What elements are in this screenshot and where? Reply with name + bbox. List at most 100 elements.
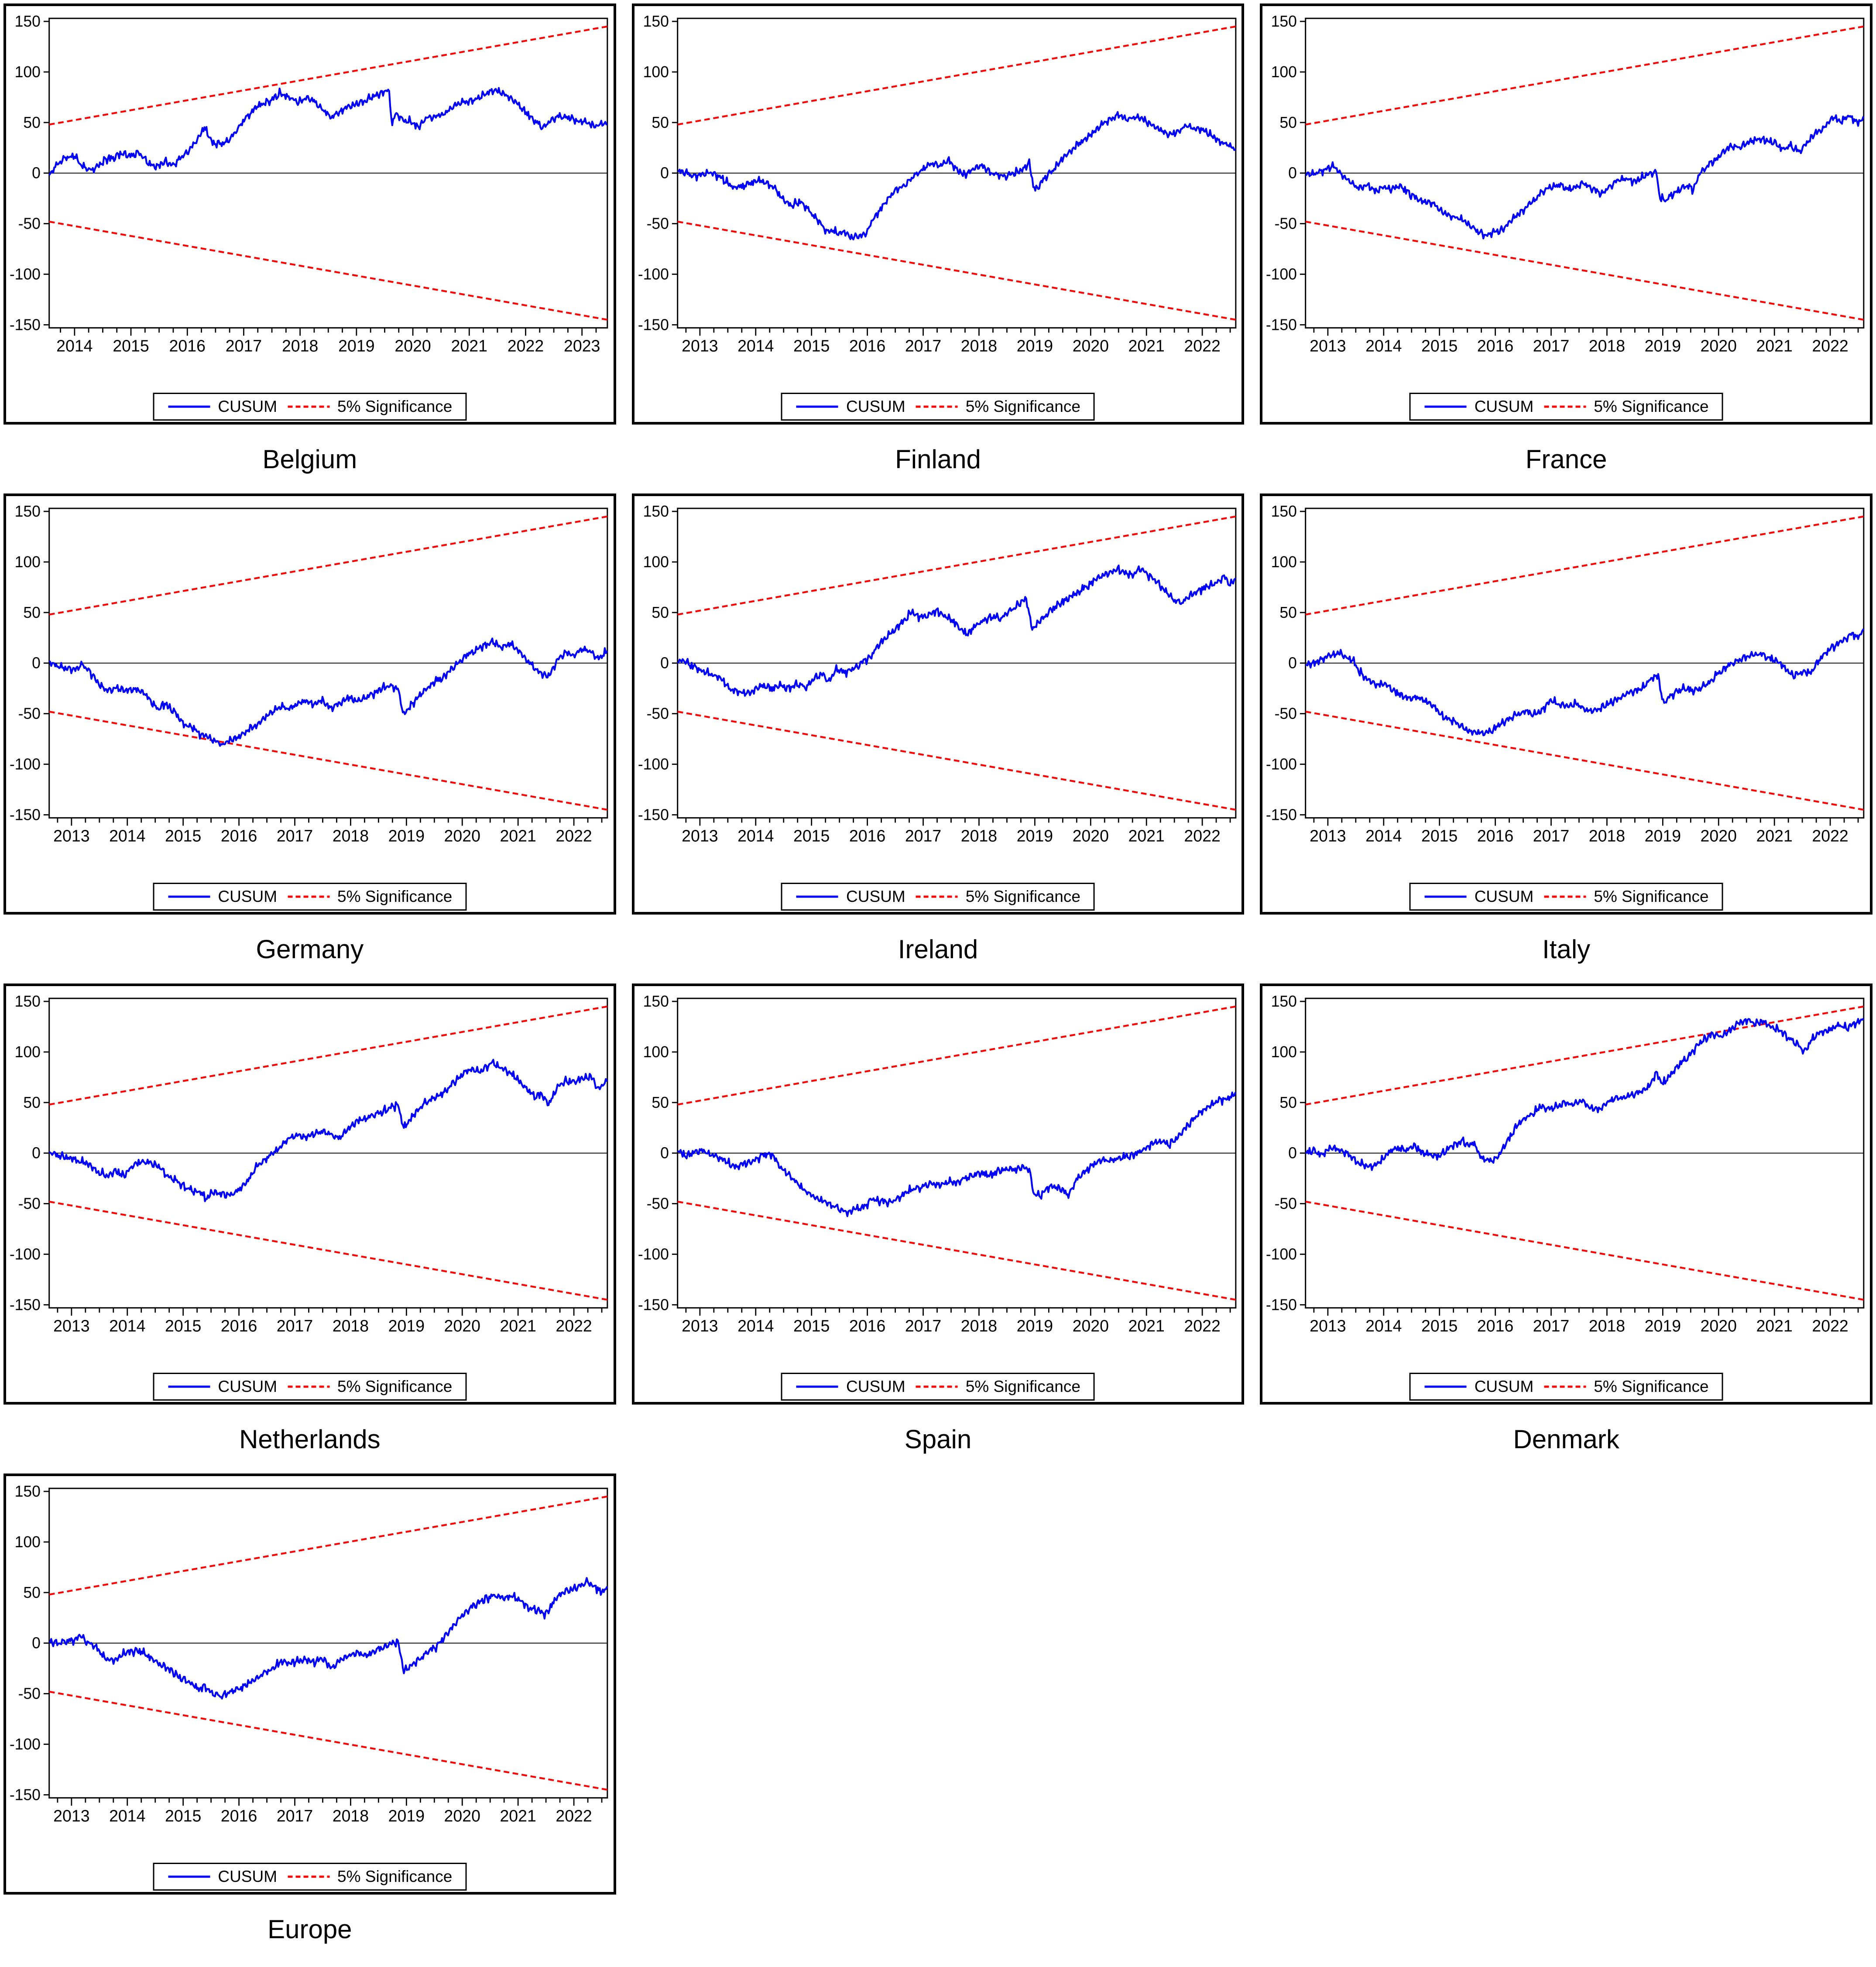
y-tick-label: 150 bbox=[643, 503, 669, 520]
y-tick-label: 50 bbox=[652, 604, 669, 621]
x-tick-label: 2016 bbox=[849, 827, 885, 845]
x-tick-label: 2020 bbox=[1072, 1317, 1108, 1335]
legend-cusum-item: CUSUM bbox=[1424, 398, 1533, 416]
x-tick-label: 2020 bbox=[444, 1317, 480, 1335]
legend-cusum-item-label: CUSUM bbox=[1474, 888, 1534, 905]
y-tick-label: -100 bbox=[10, 1245, 41, 1263]
y-tick-label: 0 bbox=[660, 1144, 669, 1162]
cusum-line bbox=[677, 564, 1237, 697]
x-tick-label: 2016 bbox=[221, 1317, 257, 1335]
cusum-line-swatch bbox=[796, 1385, 839, 1388]
chart-block-finland: 150 100 50 0 -50 -100 -150 2013 2014 2015 2016 2017… bbox=[631, 3, 1245, 493]
x-tick-label: 2013 bbox=[1310, 337, 1346, 355]
chart-title-finland: Finland bbox=[895, 444, 981, 474]
x-tick-label: 2017 bbox=[905, 337, 941, 355]
y-tick-label: 150 bbox=[643, 993, 669, 1010]
significance-line-swatch bbox=[288, 1875, 330, 1878]
cusum-line-swatch bbox=[1424, 895, 1467, 898]
x-tick-label: 2022 bbox=[556, 827, 592, 845]
x-tick-label: 2016 bbox=[221, 1807, 257, 1825]
chart-legend: CUSUM 5% Significance bbox=[1409, 393, 1723, 421]
legend-significance-item-label: 5% Significance bbox=[965, 1378, 1080, 1395]
x-tick-label: 2021 bbox=[1756, 827, 1793, 845]
x-tick-label: 2013 bbox=[682, 1317, 718, 1335]
chart-panel-france: 150 100 50 0 -50 -100 -150 2013 2014 2015 2016 2017… bbox=[1260, 3, 1873, 425]
x-tick-label: 2019 bbox=[388, 827, 425, 845]
cusum-line-swatch bbox=[168, 1875, 210, 1878]
cusum-plot-belgium: 150 100 50 0 -50 -100 -150 2014 2015 2016 2017 2018… bbox=[10, 13, 608, 356]
x-tick-label: 2013 bbox=[682, 337, 718, 355]
significance-upper-line bbox=[49, 1005, 608, 1106]
y-tick-label: -100 bbox=[1266, 265, 1297, 283]
y-tick-label: -50 bbox=[18, 215, 41, 232]
significance-lower-line bbox=[1305, 220, 1864, 321]
x-tick-label: 2021 bbox=[500, 1807, 536, 1825]
chart-panel-germany: 150 100 50 0 -50 -100 -150 2013 2014 2015 2016 2017… bbox=[3, 493, 616, 915]
x-tick-label: 2023 bbox=[564, 337, 600, 355]
x-tick-label: 2018 bbox=[333, 1317, 369, 1335]
x-tick-label: 2017 bbox=[226, 337, 262, 355]
x-tick-label: 2017 bbox=[277, 827, 313, 845]
x-tick-label: 2018 bbox=[1589, 827, 1625, 845]
x-tick-label: 2013 bbox=[53, 827, 89, 845]
legend-cusum-item-label: CUSUM bbox=[846, 1378, 905, 1395]
x-tick-label: 2016 bbox=[849, 1317, 885, 1335]
x-tick-label: 2015 bbox=[793, 337, 830, 355]
x-tick-label: 2014 bbox=[109, 1807, 145, 1825]
significance-lower-line bbox=[677, 220, 1236, 321]
significance-line-swatch bbox=[288, 895, 330, 898]
x-tick-label: 2018 bbox=[960, 337, 997, 355]
x-tick-label: 2022 bbox=[1812, 337, 1849, 355]
x-tick-label: 2014 bbox=[1365, 1317, 1402, 1335]
legend-significance-item: 5% Significance bbox=[915, 1378, 1080, 1396]
significance-line-swatch bbox=[916, 895, 958, 898]
x-tick-label: 2016 bbox=[169, 337, 206, 355]
x-tick-label: 2015 bbox=[165, 1807, 201, 1825]
y-tick-label: -50 bbox=[18, 1685, 41, 1702]
y-tick-label: -100 bbox=[638, 1245, 669, 1263]
significance-upper-line bbox=[49, 1495, 608, 1596]
y-tick-label: 150 bbox=[15, 503, 41, 520]
y-tick-label: -100 bbox=[1266, 1245, 1297, 1263]
x-tick-label: 2021 bbox=[1756, 337, 1793, 355]
x-tick-label: 2016 bbox=[1477, 337, 1513, 355]
cusum-plot-europe: 150 100 50 0 -50 -100 -150 2013 2014 2015 2016 2017… bbox=[10, 1483, 608, 1826]
chart-legend: CUSUM 5% Significance bbox=[153, 1863, 467, 1891]
x-tick-label: 2022 bbox=[1184, 827, 1220, 845]
x-tick-label: 2014 bbox=[1365, 827, 1402, 845]
legend-cusum-item: CUSUM bbox=[796, 398, 905, 416]
x-tick-label: 2015 bbox=[113, 337, 149, 355]
legend-significance-item-label: 5% Significance bbox=[337, 1868, 453, 1885]
legend-cusum-item-label: CUSUM bbox=[846, 888, 905, 905]
significance-upper-line bbox=[1305, 25, 1864, 126]
x-tick-label: 2019 bbox=[388, 1317, 425, 1335]
y-tick-label: -150 bbox=[1266, 316, 1297, 333]
legend-cusum-item-label: CUSUM bbox=[218, 398, 278, 415]
x-tick-label: 2017 bbox=[1533, 337, 1569, 355]
y-tick-label: 100 bbox=[15, 63, 41, 81]
y-tick-label: 100 bbox=[1271, 553, 1297, 571]
y-tick-label: 50 bbox=[23, 1094, 41, 1111]
chart-block-germany: 150 100 50 0 -50 -100 -150 2013 2014 2015 2016 2017… bbox=[3, 493, 616, 984]
y-tick-label: 50 bbox=[1280, 604, 1297, 621]
x-tick-label: 2017 bbox=[1533, 1317, 1569, 1335]
chart-legend: CUSUM 5% Significance bbox=[781, 393, 1095, 421]
x-tick-label: 2018 bbox=[1589, 1317, 1625, 1335]
x-tick-label: 2014 bbox=[109, 1317, 145, 1335]
legend-cusum-item-label: CUSUM bbox=[218, 888, 278, 905]
y-tick-label: 100 bbox=[15, 1043, 41, 1061]
significance-line-swatch bbox=[916, 1385, 958, 1388]
x-tick-label: 2016 bbox=[1477, 827, 1513, 845]
y-tick-label: 0 bbox=[1289, 1144, 1297, 1162]
chart-panel-finland: 150 100 50 0 -50 -100 -150 2013 2014 2015 2016 2017… bbox=[631, 3, 1245, 425]
x-tick-label: 2014 bbox=[109, 827, 145, 845]
x-tick-label: 2022 bbox=[1812, 1317, 1849, 1335]
x-tick-label: 2015 bbox=[1421, 337, 1458, 355]
x-tick-label: 2021 bbox=[1128, 337, 1164, 355]
legend-cusum-item: CUSUM bbox=[167, 1868, 277, 1886]
chart-title-germany: Germany bbox=[256, 934, 364, 964]
x-tick-label: 2015 bbox=[793, 827, 830, 845]
x-tick-label: 2016 bbox=[849, 337, 885, 355]
y-tick-label: -150 bbox=[10, 316, 41, 333]
x-tick-label: 2015 bbox=[1421, 1317, 1458, 1335]
